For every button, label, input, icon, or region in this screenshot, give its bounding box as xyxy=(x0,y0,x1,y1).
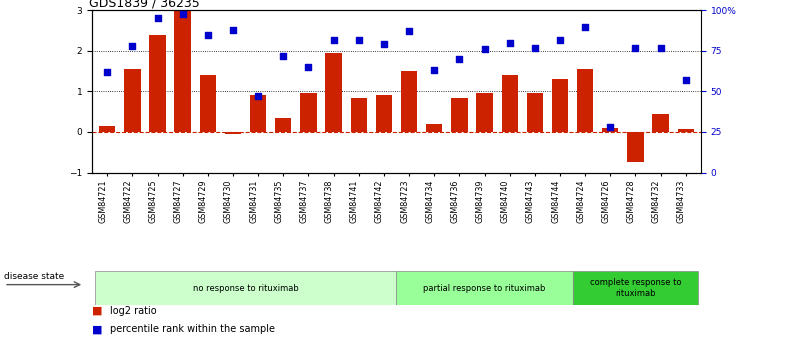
Bar xyxy=(573,271,698,305)
Bar xyxy=(325,53,342,132)
Bar xyxy=(99,126,115,132)
Text: GSM84741: GSM84741 xyxy=(350,179,359,223)
Text: GSM84740: GSM84740 xyxy=(501,179,509,223)
Text: GSM84722: GSM84722 xyxy=(123,179,132,223)
Point xyxy=(579,24,592,29)
Point xyxy=(176,11,189,16)
Text: complete response to
rituximab: complete response to rituximab xyxy=(590,278,681,298)
Point xyxy=(252,93,264,99)
Bar xyxy=(552,79,568,132)
Point xyxy=(478,47,491,52)
Bar xyxy=(627,132,644,162)
Bar xyxy=(376,96,392,132)
Point xyxy=(679,77,692,83)
Point xyxy=(377,42,390,47)
Point xyxy=(151,16,164,21)
Bar xyxy=(451,98,468,132)
Point xyxy=(327,37,340,42)
Bar xyxy=(602,128,618,132)
Point xyxy=(277,53,290,59)
Text: GSM84724: GSM84724 xyxy=(576,179,586,223)
Point xyxy=(302,64,315,70)
Text: GSM84728: GSM84728 xyxy=(626,179,635,223)
Point xyxy=(403,29,416,34)
Bar xyxy=(225,132,241,134)
Text: GDS1839 / 36235: GDS1839 / 36235 xyxy=(89,0,199,9)
Point xyxy=(529,45,541,50)
Text: GSM84733: GSM84733 xyxy=(677,179,686,223)
Point xyxy=(227,27,239,32)
Text: GSM84743: GSM84743 xyxy=(525,179,535,223)
Text: GSM84739: GSM84739 xyxy=(476,179,485,223)
Text: GSM84727: GSM84727 xyxy=(174,179,183,223)
Point xyxy=(201,32,214,38)
Text: ■: ■ xyxy=(92,325,103,334)
Text: percentile rank within the sample: percentile rank within the sample xyxy=(110,325,275,334)
Bar xyxy=(199,75,216,132)
Bar xyxy=(175,10,191,132)
Bar xyxy=(124,69,140,132)
Point xyxy=(352,37,365,42)
Bar xyxy=(527,93,543,132)
Text: GSM84725: GSM84725 xyxy=(148,179,158,223)
Point xyxy=(553,37,566,42)
Bar xyxy=(300,93,316,132)
Text: log2 ratio: log2 ratio xyxy=(110,306,156,315)
Text: GSM84730: GSM84730 xyxy=(224,179,233,223)
Point xyxy=(629,45,642,50)
Text: GSM84726: GSM84726 xyxy=(602,179,610,223)
Text: GSM84744: GSM84744 xyxy=(551,179,560,223)
Bar xyxy=(275,118,292,132)
Bar xyxy=(477,93,493,132)
Point xyxy=(453,56,466,62)
Text: GSM84721: GSM84721 xyxy=(99,179,107,223)
Point xyxy=(604,124,617,130)
Bar xyxy=(653,114,669,132)
Bar xyxy=(426,124,442,132)
Text: GSM84734: GSM84734 xyxy=(425,179,434,223)
Text: disease state: disease state xyxy=(4,272,64,281)
Text: GSM84723: GSM84723 xyxy=(400,179,409,223)
Bar xyxy=(396,271,573,305)
Bar xyxy=(250,96,266,132)
Text: GSM84729: GSM84729 xyxy=(199,179,207,223)
Bar xyxy=(577,69,594,132)
Text: GSM84735: GSM84735 xyxy=(274,179,284,223)
Text: no response to rituximab: no response to rituximab xyxy=(193,284,299,293)
Text: ■: ■ xyxy=(92,306,103,315)
Bar xyxy=(678,129,694,132)
Text: GSM84732: GSM84732 xyxy=(652,179,661,223)
Point xyxy=(101,69,114,75)
Bar xyxy=(95,271,396,305)
Point xyxy=(126,43,139,49)
Text: GSM84736: GSM84736 xyxy=(450,179,460,223)
Bar xyxy=(501,75,518,132)
Bar xyxy=(400,71,417,132)
Text: GSM84742: GSM84742 xyxy=(375,179,384,223)
Text: GSM84738: GSM84738 xyxy=(324,179,333,223)
Text: partial response to rituximab: partial response to rituximab xyxy=(424,284,545,293)
Point xyxy=(428,68,441,73)
Text: GSM84737: GSM84737 xyxy=(300,179,308,223)
Point xyxy=(654,45,667,50)
Point xyxy=(503,40,516,46)
Bar xyxy=(351,98,367,132)
Bar xyxy=(149,35,166,132)
Text: GSM84731: GSM84731 xyxy=(249,179,258,223)
